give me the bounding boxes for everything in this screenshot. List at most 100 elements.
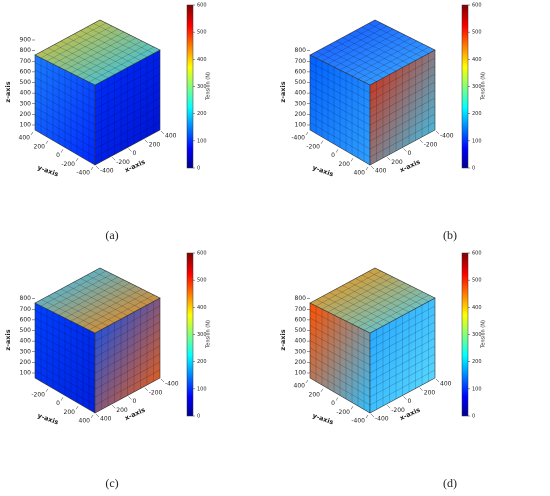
mesh-line [369, 57, 436, 94]
colorbar-tick-label: 200 [197, 359, 207, 365]
right-tick-label: -400 [100, 168, 114, 175]
mesh-line [60, 40, 122, 72]
mesh-line [70, 285, 137, 322]
mesh-line [34, 362, 96, 398]
mesh-line [34, 84, 96, 118]
mesh-line [94, 337, 161, 374]
colorbar-tick-label: 0 [197, 414, 200, 420]
right-tick [435, 130, 440, 135]
mesh-line [70, 37, 137, 74]
mesh-line [80, 30, 141, 61]
mesh-line [94, 121, 161, 158]
colorbar-tick-label: 600 [472, 251, 482, 257]
z-tick-label: 100 [20, 122, 32, 129]
colorbar-tick-label: 400 [197, 57, 207, 63]
z-tick-label: 800 [20, 47, 32, 54]
mesh-line [47, 295, 109, 327]
left-tick [45, 388, 49, 392]
z-tick-label: 700 [295, 58, 307, 65]
colorbar-tick-label: 600 [472, 3, 482, 9]
left-tick-label: 0 [331, 400, 335, 407]
right-tick-label: -400 [375, 416, 389, 423]
mesh-line [355, 278, 416, 309]
right-tick-label: 0 [408, 398, 412, 405]
left-axis-label: y-axis [36, 164, 59, 179]
mesh-line [54, 44, 115, 75]
panel: 100200300400500600700800z-axis-200020040… [4, 251, 212, 490]
left-tick [305, 379, 309, 384]
mesh-line [321, 25, 388, 62]
right-tick-label: 400 [100, 416, 112, 423]
panel: 100200300400500600700800z-axis-400-20002… [279, 3, 487, 242]
left-tick [365, 166, 369, 171]
left-tick [335, 397, 339, 401]
colorbar-tick-label: 500 [472, 278, 482, 284]
mesh-line [309, 107, 371, 142]
mesh-line [34, 77, 96, 110]
mesh-line [369, 73, 436, 110]
cube-face [309, 19, 436, 86]
mesh-line [369, 313, 436, 350]
z-tick-label: 500 [295, 79, 307, 86]
left-tick [320, 388, 324, 392]
colorbar [461, 252, 469, 417]
mesh-line [86, 274, 148, 306]
left-tick-label: 0 [56, 400, 60, 407]
mesh-line [342, 285, 403, 316]
z-tick-label: 200 [295, 111, 307, 118]
mesh-line [94, 97, 161, 134]
mesh-line [342, 37, 403, 68]
colorbar-tick-label: 0 [197, 166, 200, 172]
mesh-line [309, 77, 371, 110]
z-axis-label: z-axis [4, 81, 12, 102]
mesh-line [94, 345, 161, 382]
mesh-line [363, 46, 430, 83]
panel-label: (d) [443, 476, 457, 490]
mesh-line [369, 345, 436, 382]
mesh-line [41, 299, 102, 330]
right-tick [387, 405, 391, 409]
z-tick-label: 400 [20, 90, 32, 97]
mesh-line [82, 291, 149, 328]
colorbar-tick-label: 0 [472, 414, 475, 420]
right-tick [144, 139, 148, 143]
z-tick-label: 800 [20, 295, 32, 302]
mesh-line [54, 292, 115, 323]
z-tick-label: 300 [20, 348, 32, 355]
mesh-line [67, 37, 128, 68]
mesh-line [94, 81, 161, 118]
colorbar-tick-label: 100 [197, 386, 207, 392]
z-tick-label: 500 [295, 327, 307, 334]
z-tick-label: 200 [20, 359, 32, 366]
mesh-line [357, 43, 424, 80]
right-tick [370, 413, 375, 418]
mesh-line [76, 288, 143, 325]
z-tick-label: 100 [20, 370, 32, 377]
colorbar [186, 4, 194, 169]
colorbar-tick-label: 100 [472, 138, 482, 144]
mesh-line [52, 28, 119, 65]
mesh-line [46, 25, 113, 62]
right-tick-label: 0 [408, 150, 412, 157]
mesh-line [309, 310, 371, 342]
mesh-line [369, 105, 436, 142]
mesh-line [94, 73, 161, 110]
mesh-line [335, 288, 397, 320]
left-tick [305, 131, 309, 136]
mesh-line [60, 288, 122, 320]
cube-face [34, 19, 161, 86]
z-tick-label: 100 [295, 122, 307, 129]
mesh-line [34, 107, 96, 142]
mesh-line [355, 30, 416, 61]
right-tick-label: 400 [440, 381, 452, 388]
mesh-line [369, 65, 436, 102]
mesh-line [34, 122, 96, 158]
mesh-line [335, 40, 397, 72]
mesh-line [339, 282, 406, 319]
z-tick-label: 600 [20, 316, 32, 323]
mesh-line [361, 274, 423, 306]
colorbar-tick-label: 400 [472, 305, 482, 311]
z-tick-label: 300 [20, 100, 32, 107]
z-tick-label: 900 [20, 37, 32, 44]
z-tick-label: 800 [295, 295, 307, 302]
